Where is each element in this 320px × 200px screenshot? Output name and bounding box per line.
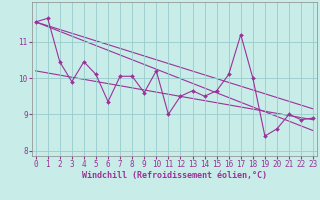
X-axis label: Windchill (Refroidissement éolien,°C): Windchill (Refroidissement éolien,°C): [82, 171, 267, 180]
